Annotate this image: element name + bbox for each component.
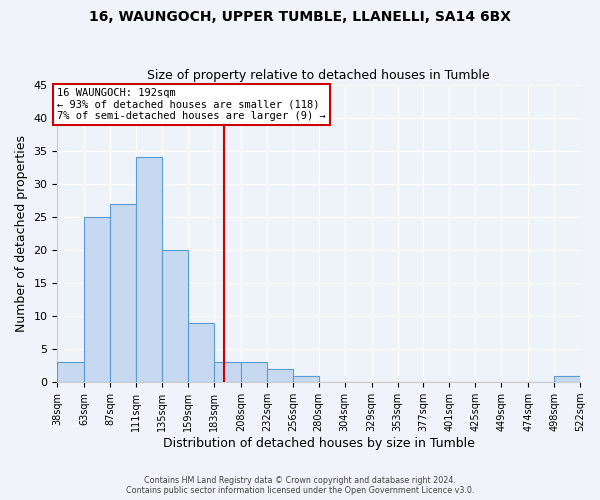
Bar [110, 204, 136, 382]
Bar [162, 250, 188, 382]
Bar [267, 369, 293, 382]
Bar [58, 362, 85, 382]
Bar [214, 362, 241, 382]
Title: Size of property relative to detached houses in Tumble: Size of property relative to detached ho… [148, 69, 490, 82]
X-axis label: Distribution of detached houses by size in Tumble: Distribution of detached houses by size … [163, 437, 475, 450]
Y-axis label: Number of detached properties: Number of detached properties [15, 135, 28, 332]
Text: 16 WAUNGOCH: 192sqm
← 93% of detached houses are smaller (118)
7% of semi-detach: 16 WAUNGOCH: 192sqm ← 93% of detached ho… [58, 88, 326, 121]
Text: 16, WAUNGOCH, UPPER TUMBLE, LLANELLI, SA14 6BX: 16, WAUNGOCH, UPPER TUMBLE, LLANELLI, SA… [89, 10, 511, 24]
Bar [85, 217, 110, 382]
Bar [554, 376, 580, 382]
Bar [241, 362, 267, 382]
Text: Contains HM Land Registry data © Crown copyright and database right 2024.
Contai: Contains HM Land Registry data © Crown c… [126, 476, 474, 495]
Bar [293, 376, 319, 382]
Bar [188, 322, 214, 382]
Bar [136, 158, 162, 382]
